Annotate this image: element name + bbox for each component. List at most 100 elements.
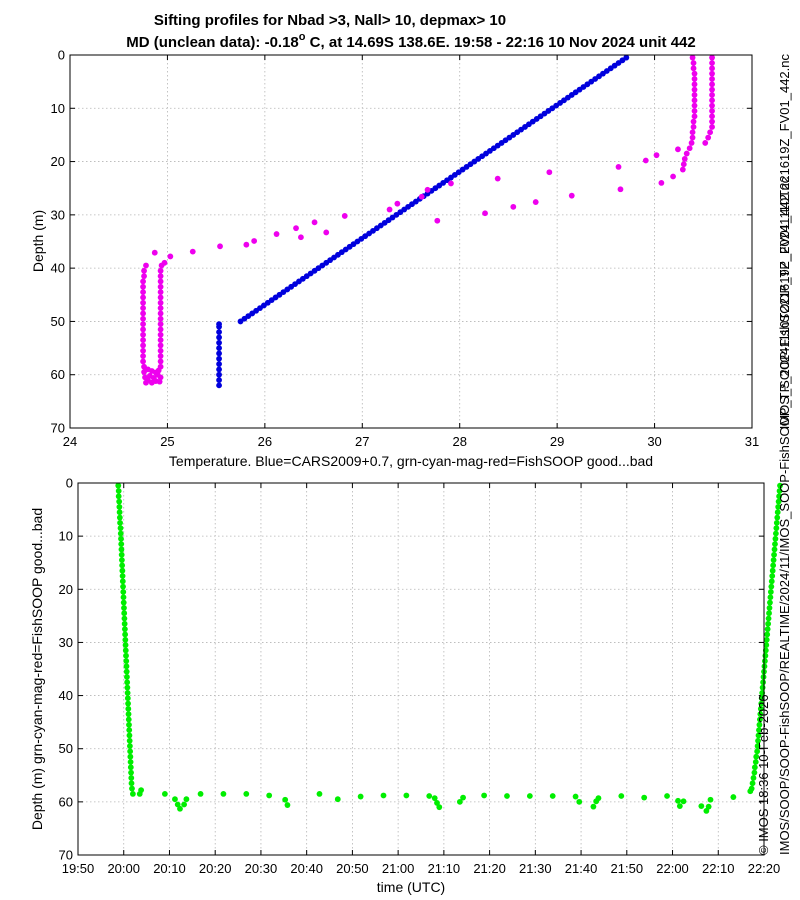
bottom-point-fishsoop-green: [590, 803, 597, 810]
top-point-fishsoop-magenta: [243, 241, 250, 248]
top-point-fishsoop-magenta: [689, 54, 696, 61]
top-point-fishsoop-magenta: [510, 203, 517, 210]
bottom-point-fishsoop-green: [775, 498, 782, 505]
top-x-tick-label: 26: [258, 434, 272, 449]
bottom-point-fishsoop-green: [117, 530, 124, 537]
bottom-x-tick-label: 21:30: [519, 861, 552, 876]
top-point-cars2009-0-7: [216, 355, 222, 362]
bottom-point-fishsoop-green: [770, 562, 777, 569]
bottom-point-fishsoop-green: [138, 787, 145, 794]
bottom-point-fishsoop-green: [730, 794, 737, 800]
top-y-axis-label: Depth (m): [30, 210, 46, 272]
top-point-fishsoop-magenta: [157, 283, 164, 290]
bottom-point-fishsoop-green: [161, 790, 168, 797]
bottom-point-fishsoop-green: [754, 748, 761, 755]
top-point-fishsoop-magenta: [691, 86, 698, 93]
bottom-point-fishsoop-green: [125, 716, 132, 723]
top-point-fishsoop-magenta: [691, 97, 698, 104]
bottom-point-fishsoop-green: [403, 792, 410, 799]
top-point-fishsoop-magenta: [143, 262, 149, 269]
top-point-fishsoop-magenta: [140, 289, 146, 296]
bottom-point-fishsoop-green: [120, 589, 127, 595]
top-point-fishsoop-magenta: [615, 164, 622, 170]
bottom-point-fishsoop-green: [122, 647, 129, 654]
top-point-fishsoop-magenta: [424, 186, 431, 193]
top-point-fishsoop-magenta: [689, 129, 696, 136]
top-point-fishsoop-magenta: [691, 81, 698, 88]
top-point-fishsoop-magenta: [653, 152, 660, 159]
bottom-point-fishsoop-green: [769, 573, 776, 579]
top-point-fishsoop-magenta: [679, 166, 686, 173]
top-point-fishsoop-magenta: [709, 81, 715, 88]
bottom-point-fishsoop-green: [767, 589, 774, 595]
bottom-point-fishsoop-green: [380, 792, 387, 799]
temperature-profile-panel: 24 25 26 27 28 29 30 31 0 10 20 30 40 50 60 70 Temperat…: [30, 48, 759, 470]
top-x-axis-label: Temperature. Blue=CARS2009+0.7, grn-cyan…: [169, 453, 653, 469]
bottom-x-tick-label: 20:00: [107, 861, 140, 876]
top-point-fishsoop-magenta: [568, 192, 575, 199]
top-point-fishsoop-magenta: [690, 60, 697, 66]
bottom-point-fishsoop-green: [751, 764, 758, 771]
bottom-point-fishsoop-green: [758, 695, 765, 702]
top-point-fishsoop-magenta: [140, 294, 146, 301]
bottom-point-fishsoop-green: [456, 798, 463, 805]
title-line2-suffix: C, at 14.69S 138.6E. 19:58 - 22:16 10 No…: [306, 34, 696, 51]
top-x-tick-label: 25: [160, 434, 174, 449]
bottom-point-fishsoop-green: [775, 504, 782, 510]
bottom-x-tick-label: 22:20: [748, 861, 781, 876]
bottom-y-tick-label: 60: [59, 794, 73, 809]
bottom-point-fishsoop-green: [125, 705, 132, 712]
bottom-y-tick-label: 70: [59, 848, 73, 863]
top-point-fishsoop-magenta: [709, 70, 715, 77]
top-point-fishsoop-magenta: [448, 180, 454, 187]
top-point-fishsoop-magenta: [140, 310, 146, 317]
bottom-plot-area: [78, 483, 764, 855]
bottom-point-fishsoop-green: [127, 743, 133, 749]
top-point-fishsoop-magenta: [157, 267, 164, 274]
top-point-cars2009-0-7: [216, 366, 222, 373]
bottom-point-fishsoop-green: [116, 509, 123, 516]
top-point-fishsoop-magenta: [157, 278, 164, 285]
top-grid: [70, 55, 752, 428]
top-point-fishsoop-magenta: [709, 113, 715, 120]
top-point-fishsoop-magenta: [705, 134, 712, 141]
top-point-fishsoop-magenta: [140, 347, 146, 354]
bottom-point-fishsoop-green: [576, 798, 583, 805]
bottom-point-fishsoop-green: [765, 615, 772, 622]
bottom-point-fishsoop-green: [680, 798, 687, 805]
bottom-point-fishsoop-green: [773, 519, 780, 526]
bottom-point-fishsoop-green: [124, 679, 131, 686]
top-point-fishsoop-magenta: [158, 262, 165, 269]
bottom-point-fishsoop-green: [116, 498, 123, 505]
top-point-fishsoop-magenta: [418, 193, 425, 200]
top-point-fishsoop-magenta: [273, 231, 280, 237]
bottom-data-points: [115, 482, 783, 814]
bottom-x-tick-label: 21:20: [473, 861, 506, 876]
top-axes-frame: [69, 54, 753, 429]
bottom-point-fishsoop-green: [757, 705, 764, 712]
bottom-point-fishsoop-green: [764, 631, 771, 638]
bottom-point-fishsoop-green: [675, 797, 681, 804]
bottom-point-fishsoop-green: [763, 636, 770, 643]
bottom-point-fishsoop-green: [128, 780, 135, 787]
bottom-x-tick-label: 21:50: [611, 861, 644, 876]
bottom-point-fishsoop-green: [117, 525, 124, 532]
bottom-point-fishsoop-green: [116, 514, 123, 521]
bottom-point-fishsoop-green: [126, 727, 133, 734]
bottom-point-fishsoop-green: [748, 785, 755, 792]
bottom-point-fishsoop-green: [127, 764, 134, 771]
top-point-fishsoop-magenta: [709, 76, 715, 82]
bottom-tick-labels: 19:50 20:00 20:10 20:20 20:30 20:40 20:50 21:00…: [59, 476, 781, 877]
top-point-fishsoop-magenta: [157, 331, 164, 338]
bottom-point-fishsoop-green: [752, 759, 759, 765]
bottom-point-fishsoop-green: [120, 594, 127, 601]
bottom-point-fishsoop-green: [122, 636, 129, 643]
bottom-point-fishsoop-green: [618, 793, 625, 799]
bottom-point-fishsoop-green: [118, 535, 124, 542]
bottom-point-fishsoop-green: [126, 732, 133, 739]
top-point-fishsoop-magenta: [691, 92, 698, 98]
bottom-point-fishsoop-green: [122, 642, 129, 648]
top-point-fishsoop-magenta: [702, 140, 709, 146]
top-point-cars2009-0-7: [216, 323, 222, 330]
top-point-fishsoop-magenta: [494, 175, 501, 182]
